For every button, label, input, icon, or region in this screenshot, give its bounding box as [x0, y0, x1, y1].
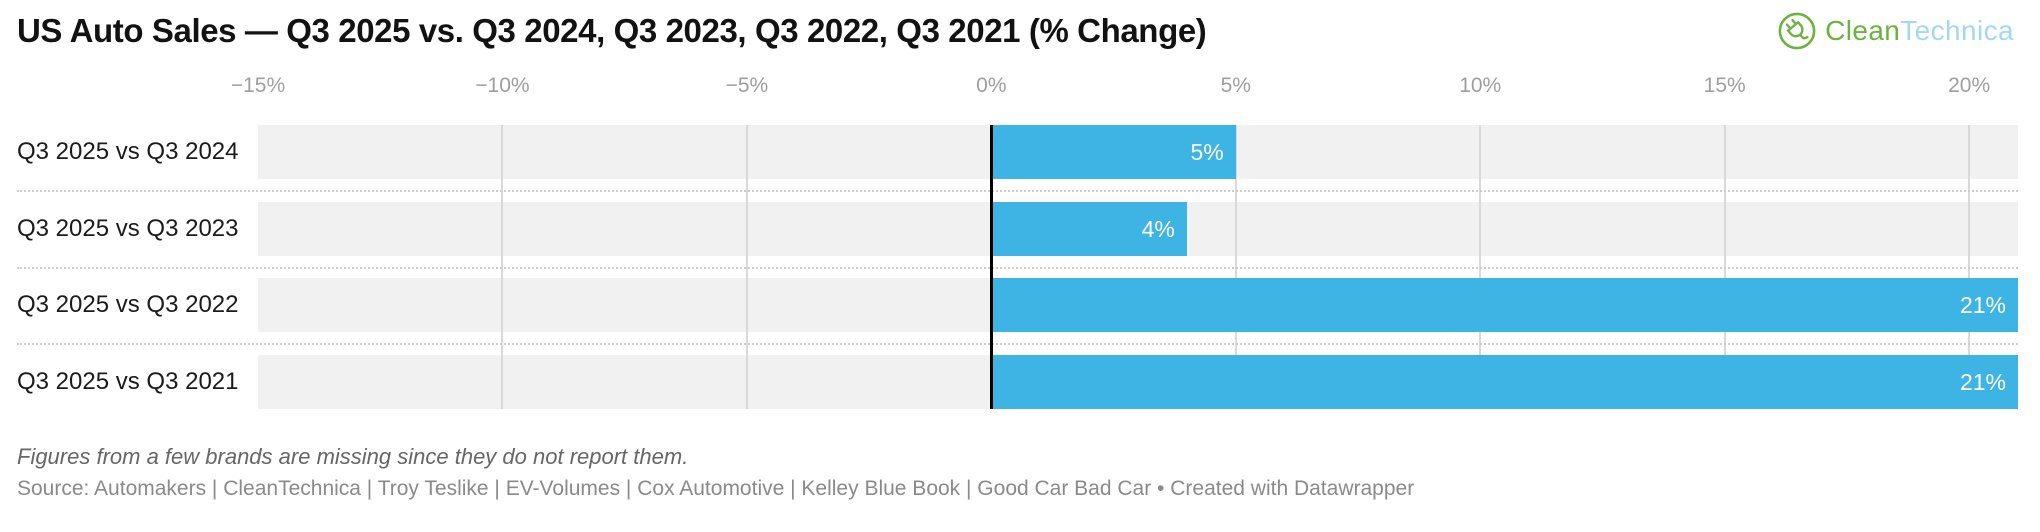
row-label-1: Q3 2025 vs Q3 2023: [17, 215, 239, 242]
bar-3: 21%: [991, 355, 2018, 409]
row-label-3: Q3 2025 vs Q3 2021: [17, 368, 239, 395]
x-axis: −15% −10% −5% 0% 5% 10% 15% 20%: [231, 74, 2018, 102]
x-axis-tick-4: 5%: [1220, 74, 1251, 97]
chart-source-line: Source: Automakers | CleanTechnica | Tro…: [17, 477, 1415, 500]
logo-text-clean: Clean: [1825, 15, 1901, 46]
chart-note: Figures from a few brands are missing si…: [17, 444, 689, 469]
bar-1: 4%: [991, 202, 1187, 256]
x-axis-tick-1: −10%: [475, 74, 530, 97]
bar-value-label: 21%: [1959, 291, 2006, 318]
row-separator: [17, 267, 2018, 269]
bar-value-label: 4%: [1141, 215, 1175, 242]
x-axis-tick-6: 15%: [1703, 74, 1746, 97]
logo-wordmark: CleanTechnica: [1825, 15, 2014, 47]
chart-title: US Auto Sales — Q3 2025 vs. Q3 2024, Q3 …: [17, 12, 1207, 49]
cleantechnica-logo: CleanTechnica: [1778, 12, 2014, 50]
logo-text-technica: Technica: [1900, 15, 2014, 46]
plug-in-circle-icon: [1778, 12, 1816, 50]
bar-value-label: 5%: [1190, 138, 1224, 165]
plot-area: 5% 4% 21% 21%: [258, 125, 2018, 409]
bar-0: 5%: [991, 125, 1236, 179]
row-label-0: Q3 2025 vs Q3 2024: [17, 138, 239, 165]
x-axis-tick-5: 10%: [1459, 74, 1502, 97]
x-axis-tick-2: −5%: [725, 74, 769, 97]
row-separator: [17, 190, 2018, 192]
zero-baseline: [990, 125, 994, 409]
x-axis-tick-0: −15%: [230, 74, 286, 97]
bar-2: 21%: [991, 278, 2018, 332]
row-separator: [17, 343, 2018, 345]
x-axis-tick-7: 20%: [1948, 74, 1991, 97]
row-label-2: Q3 2025 vs Q3 2022: [17, 291, 239, 318]
x-axis-tick-3: 0%: [976, 74, 1007, 97]
bar-value-label: 21%: [1959, 368, 2006, 395]
